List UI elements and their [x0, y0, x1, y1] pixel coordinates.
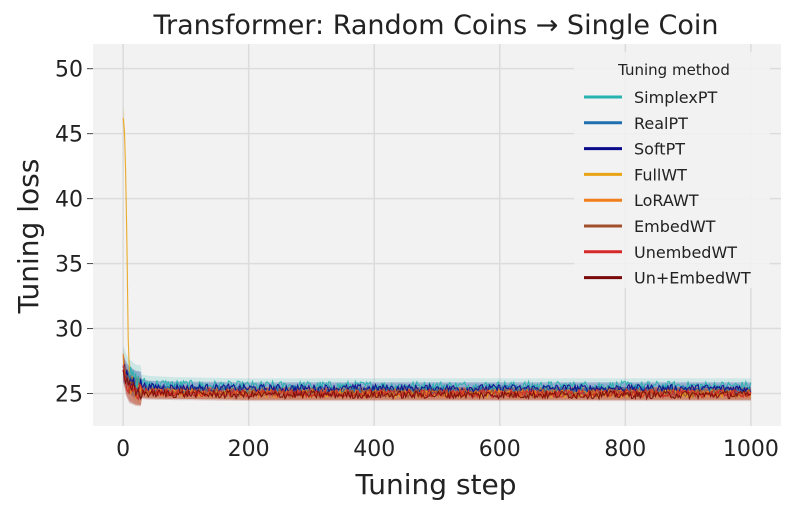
- legend-box: [574, 52, 770, 288]
- x-tick-label: 200: [228, 437, 270, 462]
- x-tick-labels: 0 200 400 600 800 1000: [116, 437, 779, 462]
- y-tick-label: 50: [55, 58, 83, 83]
- chart-title: Transformer: Random Coins → Single Coin: [153, 10, 719, 41]
- series-lines: [122, 117, 752, 401]
- legend-items: SimplexPT RealPT SoftPT FullWT LoRAWT EmbedWT…: [584, 88, 751, 288]
- legend-title: Tuning method: [617, 61, 730, 79]
- x-axis-label: Tuning step: [354, 468, 516, 501]
- legend-label-un-embedwt: Un+EmbedWT: [634, 269, 751, 288]
- series-line-un-embedwt: [122, 369, 751, 401]
- y-tick-labels: 25 30 35 40 45 50: [55, 58, 83, 408]
- series-line-simplexpt: [122, 365, 752, 393]
- y-tick-label: 40: [55, 188, 83, 213]
- y-tick-label: 30: [55, 318, 83, 343]
- legend-label-softpt: SoftPT: [634, 140, 685, 159]
- legend-label-fullwt: FullWT: [634, 165, 687, 184]
- legend: Tuning method SimplexPT RealPT SoftPT FullW…: [574, 52, 770, 288]
- legend-label-embedwt: EmbedWT: [634, 217, 716, 236]
- x-tick-label: 600: [479, 437, 521, 462]
- x-tick-label: 0: [116, 437, 130, 462]
- y-tick-label: 35: [55, 253, 83, 278]
- x-tick-label: 800: [604, 437, 646, 462]
- legend-label-realpt: RealPT: [634, 114, 688, 133]
- series-line-unembedwt: [122, 365, 752, 401]
- legend-label-simplexpt: SimplexPT: [634, 88, 717, 107]
- y-tick-label: 45: [55, 123, 83, 148]
- legend-label-unembedwt: UnembedWT: [634, 243, 737, 262]
- x-tick-label: 1000: [723, 437, 779, 462]
- y-tick-label: 25: [55, 383, 83, 408]
- x-tick-label: 400: [353, 437, 395, 462]
- legend-label-lorawt: LoRAWT: [634, 191, 699, 210]
- y-axis-label: Tuning loss: [12, 159, 45, 315]
- series-line-softpt: [122, 363, 752, 395]
- series-band-simplexpt: [123, 345, 751, 398]
